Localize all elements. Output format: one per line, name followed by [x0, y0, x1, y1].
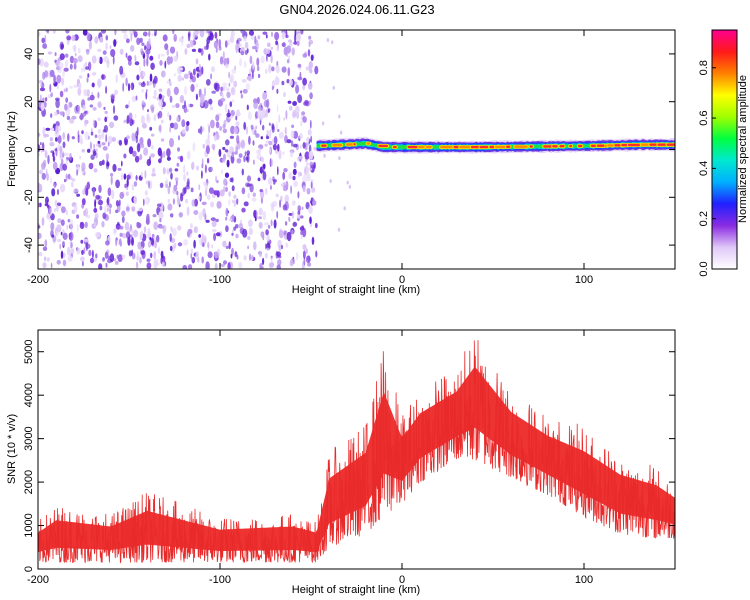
snr-x-axis-title: Height of straight line (km)	[292, 584, 420, 596]
colorbar-tick-label: 0.4	[698, 161, 710, 176]
y-tick-label: -20	[23, 189, 35, 205]
x-tick-label: -200	[27, 274, 49, 286]
y-tick-label: 2000	[23, 470, 35, 494]
y-tick-label: 0	[23, 146, 35, 152]
colorbar-title: Normalized spectral amplitude	[737, 75, 749, 223]
y-tick-label: 4000	[23, 383, 35, 407]
colorbar-ticks: 0.0 0.2 0.4 0.6 0.8	[698, 60, 716, 277]
colorbar-tick-label: 0.6	[698, 110, 710, 125]
y-tick-label: 0	[23, 566, 35, 572]
spectrogram-noise-region	[38, 30, 352, 269]
colorbar: 0.0 0.2 0.4 0.6 0.8 Normalized spectral ampl…	[698, 29, 749, 277]
x-tick-label: -200	[27, 574, 49, 586]
x-tick-label: 100	[575, 574, 593, 586]
colorbar-gradient	[711, 29, 738, 270]
colorbar-tick-label: 0.8	[698, 60, 710, 75]
spectrogram-signal-band	[316, 137, 675, 154]
x-tick-label: 100	[575, 274, 593, 286]
y-tick-label: 3000	[23, 426, 35, 450]
snr-y-axis-title: SNR (10 * v/v)	[6, 414, 18, 484]
x-tick-label: -100	[209, 274, 231, 286]
x-tick-label: -100	[209, 574, 231, 586]
y-tick-label: -40	[23, 237, 35, 253]
colorbar-tick-label: 0.0	[698, 261, 710, 276]
y-tick-label: 1000	[23, 513, 35, 537]
snr-series-line	[38, 340, 675, 564]
y-tick-label: 40	[23, 48, 35, 60]
spectrogram-x-axis-title: Height of straight line (km)	[292, 284, 420, 296]
snr-frame	[37, 329, 676, 570]
x-tick-label: 0	[399, 574, 405, 586]
colorbar-tick-label: 0.2	[698, 211, 710, 226]
figure-title: GN04.2026.024.06.11.G23	[279, 2, 434, 17]
x-tick-label: 0	[399, 274, 405, 286]
y-tick-label: 5000	[23, 339, 35, 363]
spectrogram-y-axis-title: Frequency (Hz)	[6, 111, 18, 187]
y-tick-label: 20	[23, 96, 35, 108]
